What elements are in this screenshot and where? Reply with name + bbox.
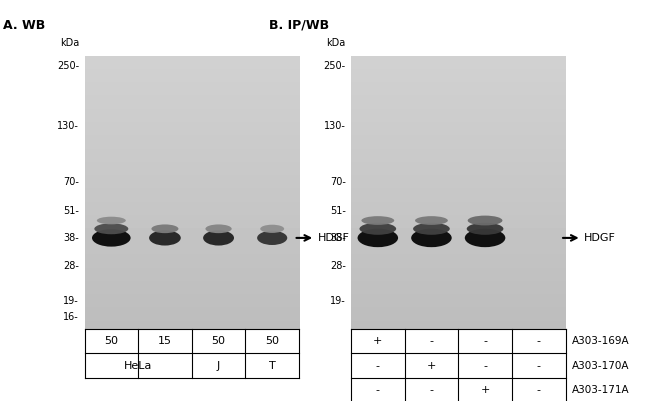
Ellipse shape <box>411 229 452 247</box>
Text: -: - <box>537 360 541 371</box>
Text: 38-: 38- <box>330 233 346 243</box>
Ellipse shape <box>149 230 181 245</box>
Text: -: - <box>483 360 487 371</box>
Text: 15: 15 <box>158 336 172 346</box>
Text: +: + <box>427 360 436 371</box>
Ellipse shape <box>260 225 284 233</box>
Text: 130-: 130- <box>57 121 79 131</box>
Text: HDGF: HDGF <box>584 233 616 243</box>
Text: J: J <box>217 360 220 371</box>
Text: 250-: 250- <box>324 61 346 71</box>
Text: 51-: 51- <box>330 206 346 216</box>
Text: 28-: 28- <box>330 261 346 271</box>
Text: 16-: 16- <box>64 312 79 322</box>
Text: -: - <box>537 336 541 346</box>
Text: -: - <box>483 336 487 346</box>
Ellipse shape <box>92 229 131 247</box>
Text: 50: 50 <box>211 336 226 346</box>
Text: 28-: 28- <box>63 261 79 271</box>
Text: -: - <box>430 336 434 346</box>
Text: +: + <box>480 385 489 395</box>
Text: 19-: 19- <box>64 296 79 306</box>
Text: 19-: 19- <box>330 296 346 306</box>
Text: 51-: 51- <box>63 206 79 216</box>
Text: A. WB: A. WB <box>3 18 46 32</box>
Text: HDGF: HDGF <box>318 233 350 243</box>
Text: 50: 50 <box>265 336 280 346</box>
Text: -: - <box>376 385 380 395</box>
Text: A303-171A: A303-171A <box>572 385 630 395</box>
Text: T: T <box>269 360 276 371</box>
Ellipse shape <box>415 216 448 225</box>
Ellipse shape <box>205 225 231 233</box>
Ellipse shape <box>465 229 505 247</box>
Ellipse shape <box>467 223 503 235</box>
Text: 130-: 130- <box>324 121 346 131</box>
Ellipse shape <box>468 216 502 225</box>
Ellipse shape <box>257 231 287 245</box>
Text: kDa: kDa <box>60 38 79 48</box>
Text: HeLa: HeLa <box>124 360 152 371</box>
Text: -: - <box>376 360 380 371</box>
Ellipse shape <box>358 229 398 247</box>
Text: kDa: kDa <box>326 38 346 48</box>
Ellipse shape <box>361 216 394 225</box>
Ellipse shape <box>203 230 234 245</box>
Text: 70-: 70- <box>330 177 346 187</box>
Text: 70-: 70- <box>63 177 79 187</box>
Ellipse shape <box>359 223 396 235</box>
Ellipse shape <box>413 223 450 235</box>
Text: A303-169A: A303-169A <box>572 336 630 346</box>
Text: 50: 50 <box>104 336 118 346</box>
Text: -: - <box>537 385 541 395</box>
Ellipse shape <box>94 223 128 234</box>
Text: B. IP/WB: B. IP/WB <box>270 18 330 32</box>
Text: -: - <box>430 385 434 395</box>
Ellipse shape <box>151 225 179 233</box>
Text: 38-: 38- <box>64 233 79 243</box>
Text: +: + <box>373 336 382 346</box>
Text: A303-170A: A303-170A <box>572 360 629 371</box>
Ellipse shape <box>97 217 126 224</box>
Text: 250-: 250- <box>57 61 79 71</box>
